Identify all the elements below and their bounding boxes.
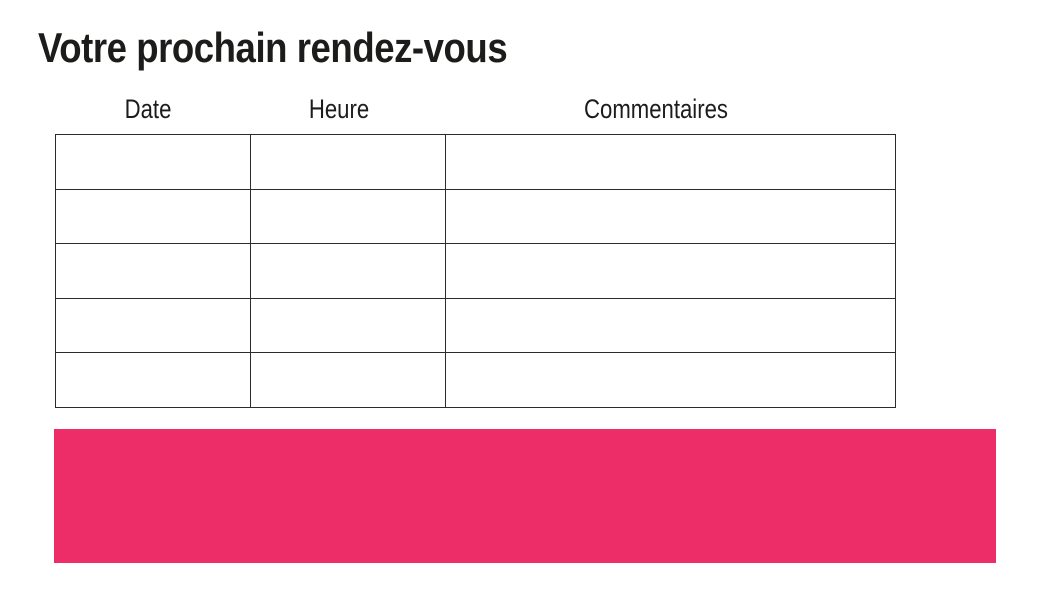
appointments-table xyxy=(55,134,896,408)
page-title: Votre prochain rendez-vous xyxy=(38,24,508,71)
table-row xyxy=(55,297,896,354)
table-cell-commentaires xyxy=(445,243,896,299)
column-header-heure: Heure xyxy=(308,94,370,124)
table-row xyxy=(55,243,896,299)
table-cell-date xyxy=(55,243,251,299)
table-cell-commentaires xyxy=(445,297,896,354)
table-cell-date xyxy=(55,352,251,408)
table-cell-heure xyxy=(250,352,446,408)
table-row xyxy=(55,134,896,190)
table-cell-date xyxy=(55,297,251,354)
table-cell-heure xyxy=(250,188,446,245)
column-header-date: Date xyxy=(124,94,172,124)
table-cell-date xyxy=(55,188,251,245)
table-cell-heure xyxy=(250,297,446,354)
column-header-commentaires: Commentaires xyxy=(584,94,728,124)
table-cell-commentaires xyxy=(445,134,896,190)
table-cell-commentaires xyxy=(445,188,896,245)
table-cell-commentaires xyxy=(445,352,896,408)
table-cell-heure xyxy=(250,134,446,190)
table-row xyxy=(55,352,896,408)
table-cell-heure xyxy=(250,243,446,299)
table-cell-date xyxy=(55,134,251,190)
table-row xyxy=(55,188,896,245)
pink-banner xyxy=(54,429,996,563)
